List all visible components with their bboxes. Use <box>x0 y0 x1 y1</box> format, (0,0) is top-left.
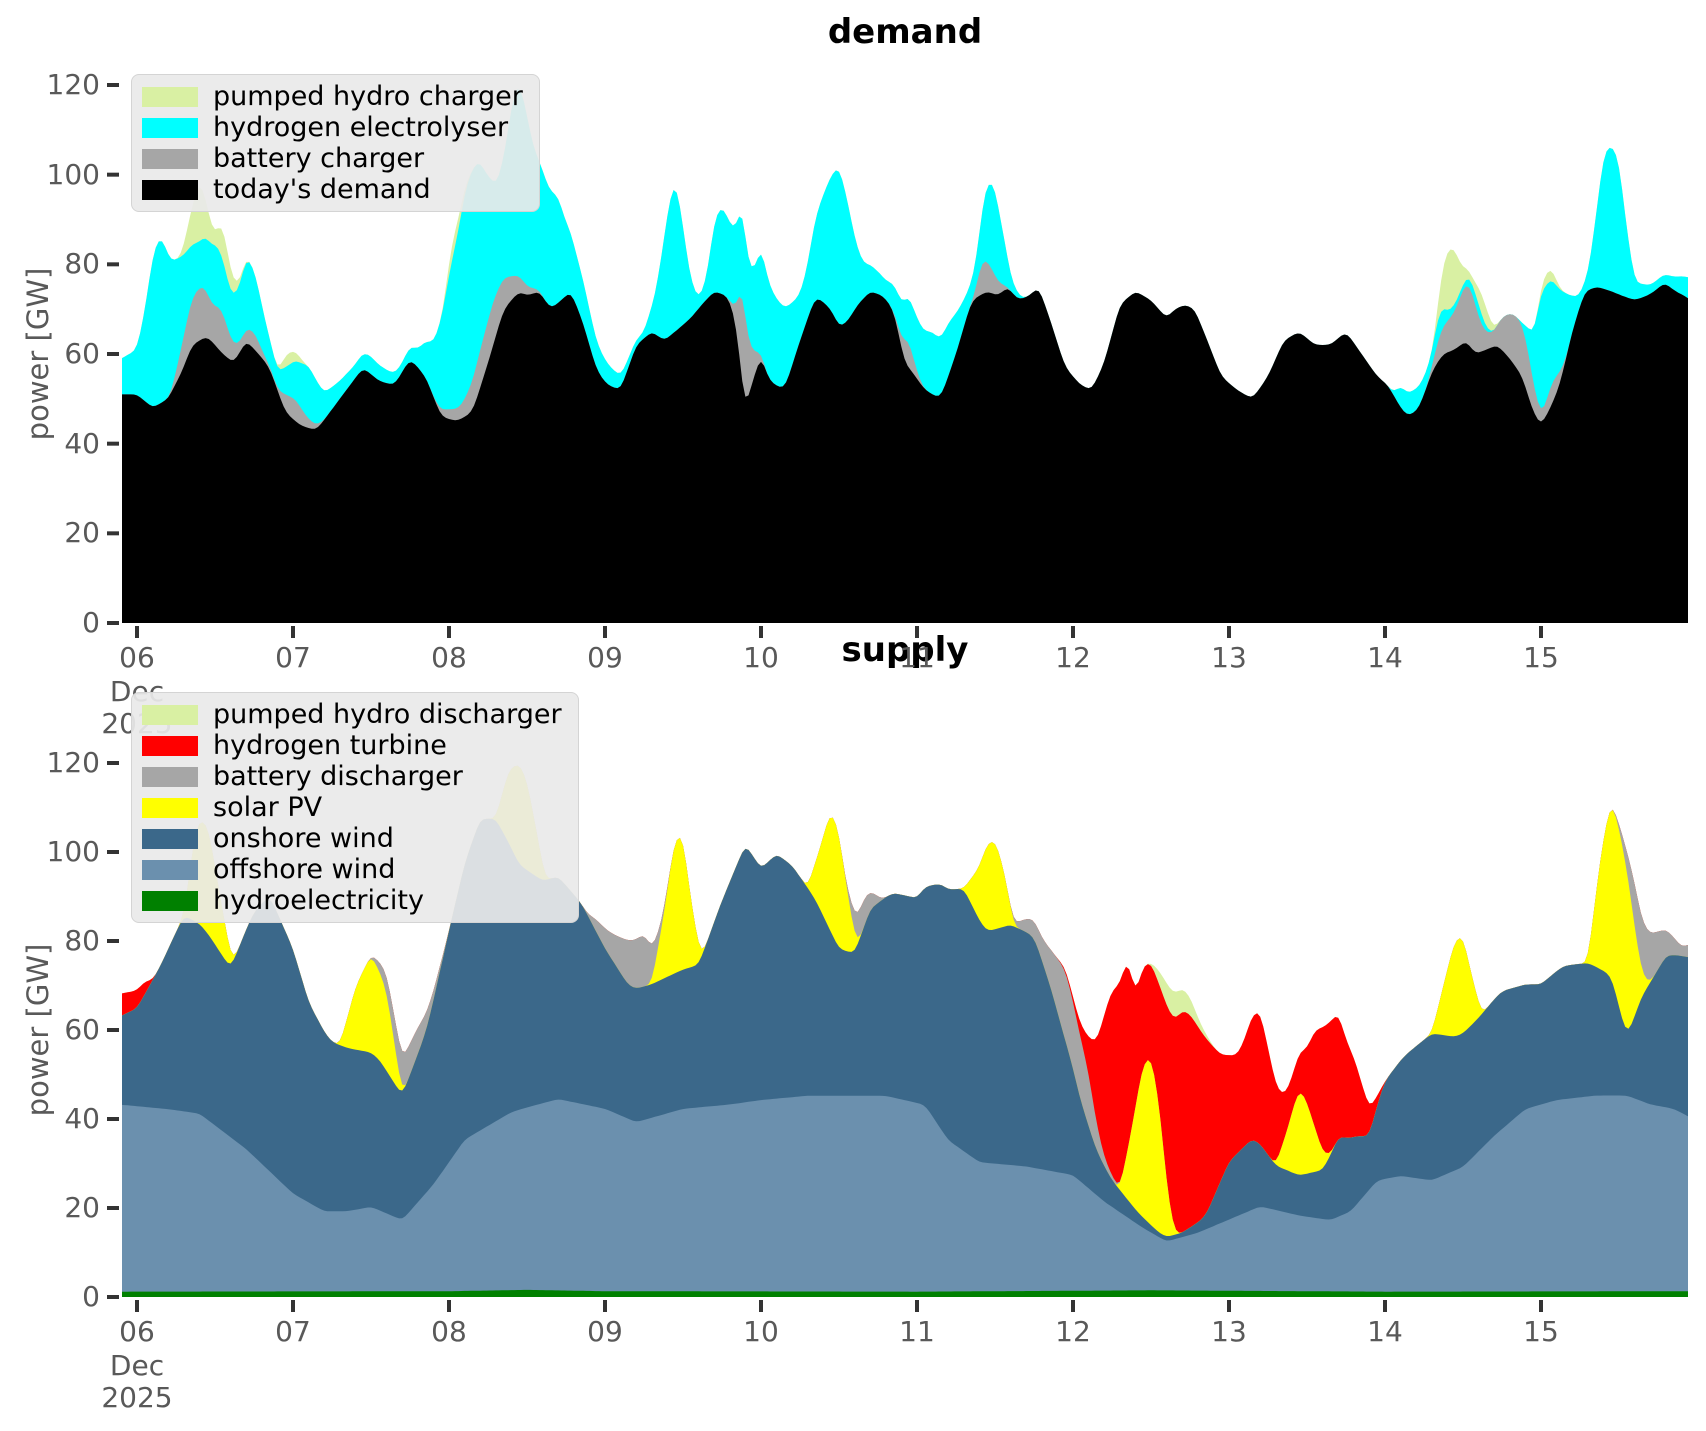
supply-y-tick-label: 100 <box>46 835 100 868</box>
demand-legend-item-hydrogen-electrolyser: hydrogen electrolyser <box>142 112 523 143</box>
onshore-wind-swatch-icon <box>142 828 198 849</box>
legend-item-label: solar PV <box>213 792 323 823</box>
demand-y-tick-label: 120 <box>46 68 100 101</box>
demand-y-tick-label: 20 <box>64 516 100 550</box>
supply-x-axis-2025-label: 2025 <box>101 1381 173 1414</box>
supply-legend-item-battery-discharger: battery discharger <box>142 761 562 792</box>
supply-x-tick-label: 12 <box>1055 1315 1091 1348</box>
supply-y-tick-label: 0 <box>82 1280 100 1313</box>
hydrogen-turbine-swatch-icon <box>142 735 198 756</box>
demand-x-tick-label: 07 <box>275 641 311 674</box>
supply-x-tick-label: 08 <box>431 1315 467 1348</box>
supply-x-tick-label: 10 <box>743 1315 779 1348</box>
demand-y-tick-label: 100 <box>46 157 100 191</box>
legend-item-label: pumped hydro discharger <box>213 699 562 730</box>
demand-x-tick-label: 15 <box>1523 641 1559 674</box>
demand-legend-item-pumped-hydro-charger: pumped hydro charger <box>142 81 523 112</box>
legend-item-label: battery charger <box>213 143 425 174</box>
supply-legend-item-onshore-wind: onshore wind <box>142 823 562 854</box>
demand-y-tick-label: 40 <box>64 426 100 460</box>
pumped-hydro-discharger-swatch-icon <box>142 704 198 725</box>
supply-x-tick-label: 11 <box>899 1315 935 1348</box>
today-s-demand-swatch-icon <box>142 179 198 200</box>
demand-x-tick-label: 10 <box>743 641 779 674</box>
demand-x-tick-label: 11 <box>899 641 935 674</box>
demand-x-tick-label: 13 <box>1211 641 1247 674</box>
supply-x-tick-label: 15 <box>1523 1315 1559 1348</box>
supply-chart-title: supply <box>841 630 969 670</box>
supply-legend-item-hydrogen-turbine: hydrogen turbine <box>142 730 562 761</box>
supply-x-tick-label: 06 <box>119 1315 155 1348</box>
demand-y-tick-label: 80 <box>64 247 100 281</box>
demand-chart-title: demand <box>827 12 983 52</box>
offshore-wind-swatch-icon <box>142 859 198 880</box>
demand-area-today-s-demand <box>122 284 1688 623</box>
demand-x-tick-label: 12 <box>1055 641 1091 674</box>
supply-legend-item-solar-pv: solar PV <box>142 792 562 823</box>
pumped-hydro-charger-swatch-icon <box>142 86 198 107</box>
supply-area-offshore-wind <box>122 1095 1688 1297</box>
demand-x-tick-label: 08 <box>431 641 467 674</box>
legend-item-label: hydroelectricity <box>213 885 424 916</box>
supply-x-axis-dec-label: Dec <box>109 1349 165 1382</box>
demand-legend: pumped hydro charger hydrogen electrolyse… <box>131 74 540 212</box>
supply-x-tick-label: 09 <box>587 1315 623 1348</box>
demand-x-tick-label: 06 <box>119 641 155 674</box>
battery-charger-swatch-icon <box>142 148 198 169</box>
legend-item-label: today's demand <box>213 174 431 205</box>
legend-item-label: hydrogen electrolyser <box>213 112 509 143</box>
legend-item-label: pumped hydro charger <box>213 81 523 112</box>
supply-legend-item-offshore-wind: offshore wind <box>142 854 562 885</box>
hydroelectricity-swatch-icon <box>142 890 198 911</box>
supply-legend-item-pumped-hydro-discharger: pumped hydro discharger <box>142 699 562 730</box>
demand-legend-item-battery-charger: battery charger <box>142 143 523 174</box>
supply-x-tick-label: 13 <box>1211 1315 1247 1348</box>
battery-discharger-swatch-icon <box>142 766 198 787</box>
supply-y-tick-label: 40 <box>64 1102 100 1135</box>
legend-item-label: hydrogen turbine <box>213 730 447 761</box>
supply-y-tick-label: 60 <box>64 1013 100 1046</box>
supply-y-tick-label: 120 <box>46 746 100 779</box>
supply-legend: pumped hydro discharger hydrogen turbine b… <box>131 692 579 923</box>
supply-x-tick-label: 07 <box>275 1315 311 1348</box>
demand-x-tick-label: 14 <box>1367 641 1403 674</box>
demand-y-tick-label: 60 <box>64 337 100 370</box>
solar-pv-swatch-icon <box>142 797 198 818</box>
demand-legend-item-today-s-demand: today's demand <box>142 174 523 205</box>
supply-area-hydroelectricity <box>122 1289 1688 1297</box>
demand-y-tick-label: 0 <box>82 606 100 639</box>
supply-legend-item-hydroelectricity: hydroelectricity <box>142 885 562 916</box>
demand-x-tick-label: 09 <box>587 641 623 674</box>
legend-item-label: onshore wind <box>213 823 394 854</box>
demand-plot-area <box>122 89 1688 623</box>
legend-item-label: battery discharger <box>213 761 463 792</box>
supply-y-tick-label: 80 <box>64 924 100 957</box>
legend-item-label: offshore wind <box>213 854 396 885</box>
hydrogen-electrolyser-swatch-icon <box>142 117 198 138</box>
supply-x-tick-label: 14 <box>1367 1315 1403 1348</box>
supply-y-tick-label: 20 <box>64 1191 100 1224</box>
